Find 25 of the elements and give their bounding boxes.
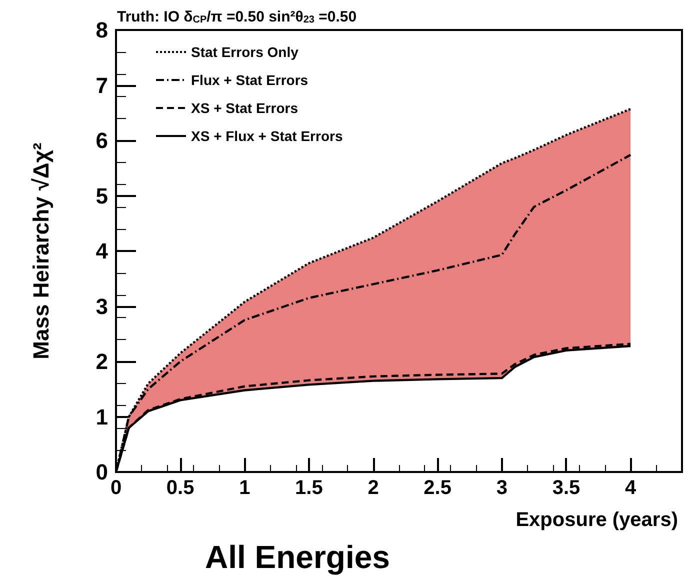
x-tick-label: 0.5 [166, 477, 194, 499]
y-tick-label: 4 [96, 238, 109, 264]
x-tick-label: 2.5 [424, 477, 452, 499]
y-tick-label: 6 [96, 128, 108, 153]
x-axis-title: Exposure (years) [516, 509, 678, 531]
x-tick-label: 1.5 [295, 477, 323, 499]
x-tick-label: 3.5 [552, 477, 580, 499]
legend-label: XS + Stat Errors [191, 100, 298, 116]
y-tick-label: 7 [96, 72, 108, 98]
x-tick-label: 0 [110, 477, 122, 499]
chart-title: Truth: IO δCP/π =0.50 sin²θ23 =0.50 [117, 8, 357, 26]
y-axis-title: Mass Heirarchy √Δχ² [28, 142, 54, 360]
legend-label: Flux + Stat Errors [191, 72, 308, 88]
y-tick-label: 8 [96, 18, 108, 42]
y-tick-label: 3 [96, 294, 108, 319]
x-tick-label: 3 [496, 477, 508, 499]
y-tick-label: 5 [96, 183, 108, 208]
legend-label: XS + Flux + Stat Errors [191, 128, 343, 144]
x-tick-label: 1 [239, 477, 250, 499]
text: All Energies [205, 539, 390, 575]
x-tick-label: 2 [368, 477, 379, 499]
legend-label: Stat Errors Only [191, 44, 299, 60]
x-tick-label: 4 [624, 477, 637, 499]
y-tick-label: 2 [96, 349, 108, 374]
y-tick-label: 1 [96, 404, 108, 430]
